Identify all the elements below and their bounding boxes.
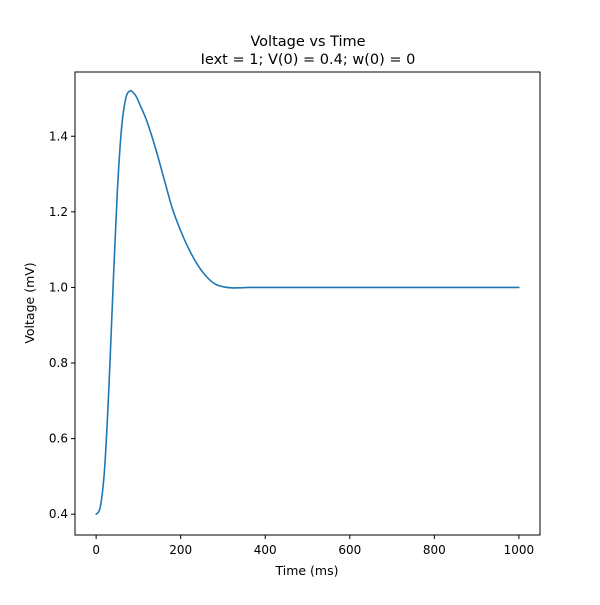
y-tick-label: 1.0 <box>49 280 68 294</box>
chart-subtitle: Iext = 1; V(0) = 0.4; w(0) = 0 <box>201 52 416 68</box>
ticks-group: 0 200 400 600 800 1000 0.4 0.6 0.8 1.0 1.2 1.4 <box>49 129 534 557</box>
x-tick-label: 0 <box>92 543 100 557</box>
x-tick-label: 400 <box>254 543 277 557</box>
y-tick-label: 0.6 <box>49 432 68 446</box>
y-tick-label: 0.4 <box>49 507 68 521</box>
y-tick-label: 1.4 <box>49 129 68 143</box>
x-tick-label: 800 <box>423 543 446 557</box>
x-tick-label: 1000 <box>504 543 535 557</box>
series-group <box>95 89 520 516</box>
x-tick-label: 600 <box>338 543 361 557</box>
y-tick-label: 1.2 <box>49 205 68 219</box>
y-tick-label: 0.8 <box>49 356 68 370</box>
x-tick-label: 200 <box>169 543 192 557</box>
plot-frame <box>74 71 541 536</box>
y-axis-label: Voltage (mV) <box>22 262 37 343</box>
x-axis-label: Time (ms) <box>274 563 338 578</box>
chart-title: Voltage vs Time <box>250 34 365 50</box>
voltage-series-line <box>95 89 520 516</box>
